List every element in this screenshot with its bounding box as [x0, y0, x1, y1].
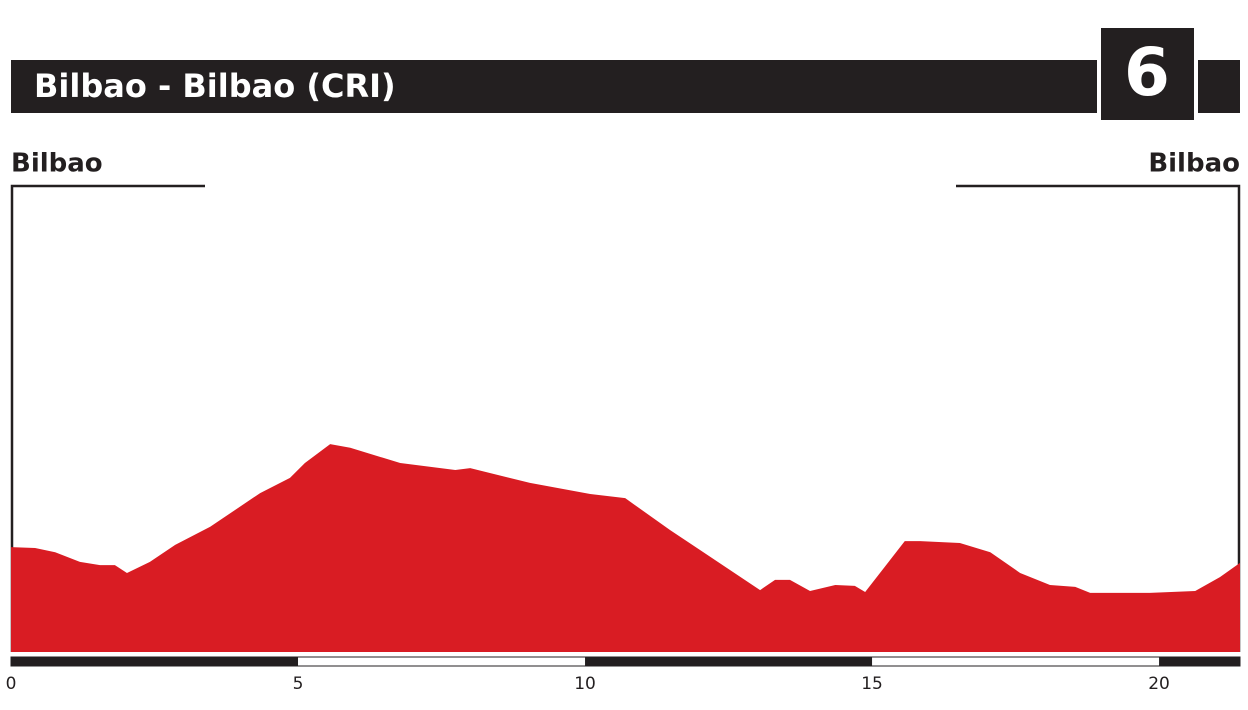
x-tick-label: 20	[1148, 674, 1170, 694]
x-tick-label: 5	[293, 674, 304, 694]
stage-box	[1101, 28, 1194, 120]
x-tick-label: 15	[861, 674, 883, 694]
end-label: Bilbao	[1148, 149, 1240, 179]
frame	[10, 184, 1241, 652]
x-tick-label: 10	[574, 674, 596, 694]
scale-bar-segment	[1159, 657, 1240, 666]
scale-bar-segment	[585, 657, 873, 666]
scale-bar-segment	[11, 657, 299, 666]
chart-title: Bilbao - Bilbao (CRI)	[34, 67, 396, 105]
x-tick-label: 0	[6, 674, 17, 694]
start-label: Bilbao	[11, 149, 103, 179]
stage-number: 6	[1124, 34, 1170, 111]
elevation-area	[11, 444, 1240, 652]
title-bar	[11, 60, 1240, 113]
